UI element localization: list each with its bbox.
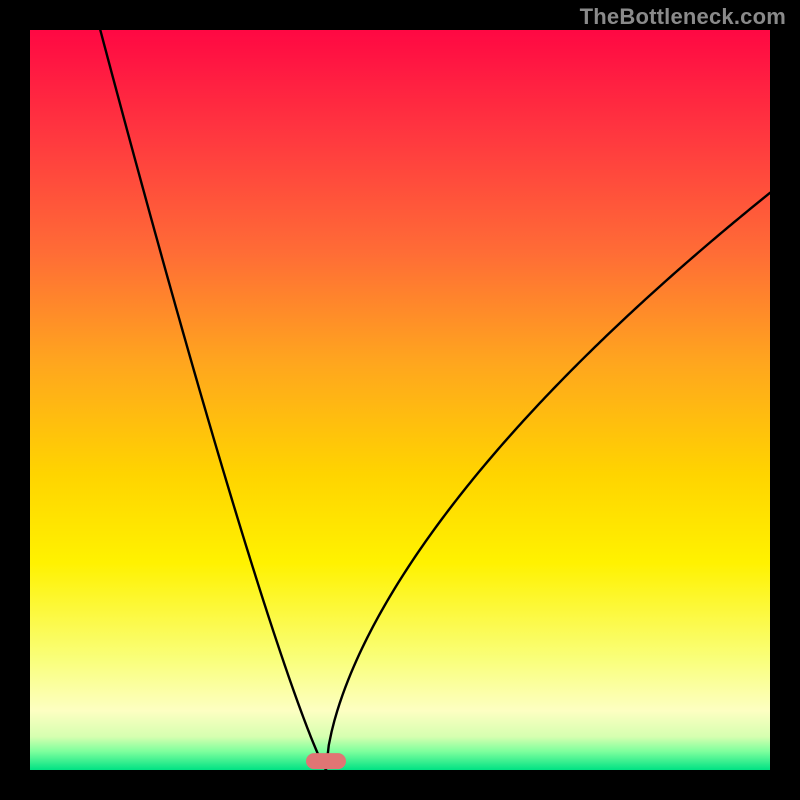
watermark-text: TheBottleneck.com: [580, 4, 786, 30]
vertex-marker: [306, 753, 346, 769]
plot-background: [30, 30, 770, 770]
chart-container: TheBottleneck.com: [0, 0, 800, 800]
bottleneck-chart: [0, 0, 800, 800]
